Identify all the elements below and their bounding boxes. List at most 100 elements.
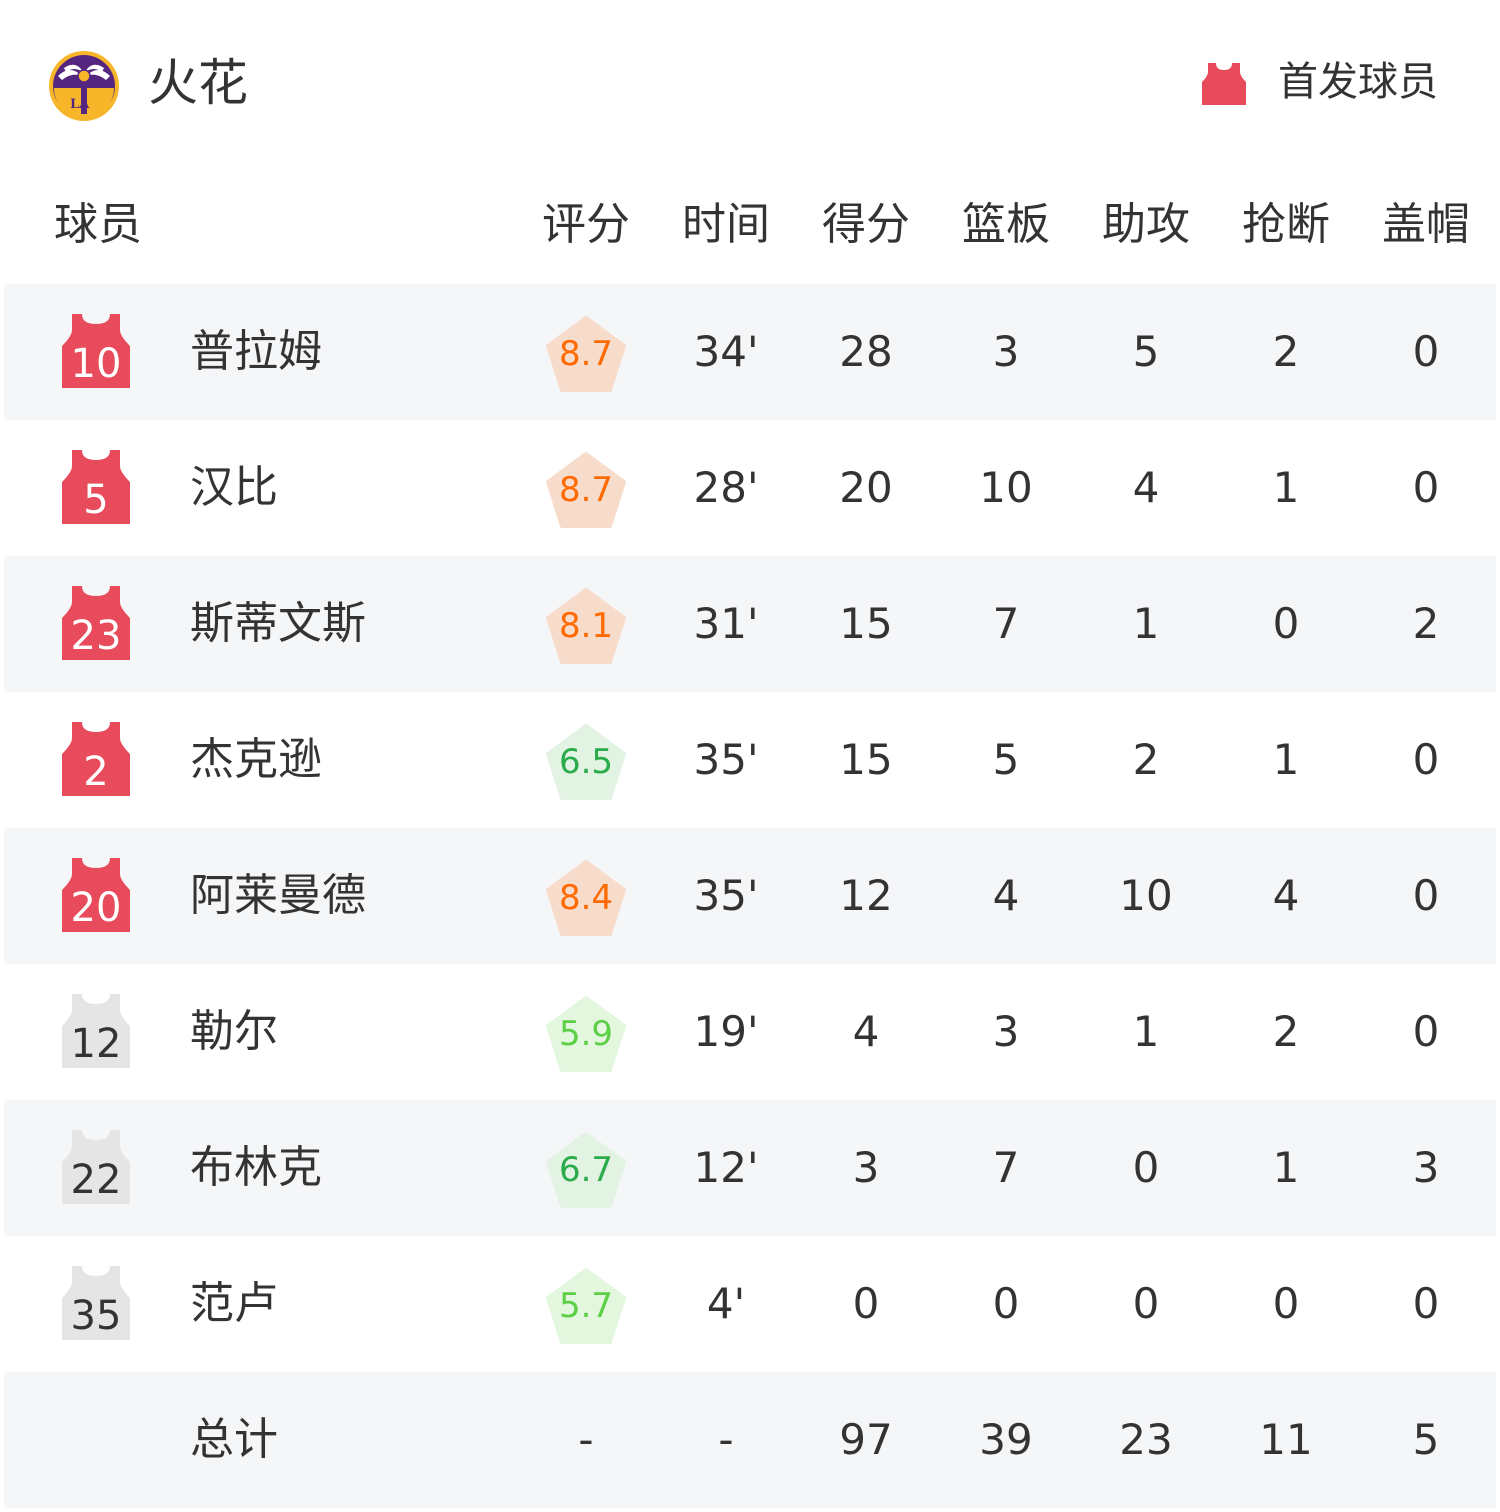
stat-blocks: 0 — [1412, 1007, 1440, 1056]
jersey-number: 35 — [70, 1293, 122, 1339]
jersey-icon — [1202, 63, 1246, 105]
stat-points: 4 — [852, 1007, 880, 1056]
player-name[interactable]: 斯蒂文斯 — [190, 598, 366, 649]
stat-rebounds: 7 — [992, 1143, 1020, 1192]
player-row[interactable]: 22 布林克 6.7 12' 3 7 0 1 3 — [4, 1100, 1496, 1236]
stat-rebounds: 3 — [992, 327, 1020, 376]
stat-minutes: 31' — [693, 599, 759, 648]
player-name[interactable]: 范卢 — [190, 1278, 278, 1329]
player-row[interactable]: 2 杰克逊 6.5 35' 15 5 2 1 0 — [4, 692, 1496, 828]
stat-steals: 4 — [1272, 871, 1300, 920]
rating-badge: 5.7 — [546, 1268, 626, 1344]
stat-blocks: 2 — [1412, 599, 1440, 648]
stat-rebounds: 10 — [979, 463, 1033, 512]
stat-assists: 4 — [1132, 463, 1160, 512]
stat-assists: 1 — [1132, 1007, 1160, 1056]
player-row[interactable]: 35 范卢 5.7 4' 0 0 0 0 0 — [4, 1236, 1496, 1372]
jersey-number: 5 — [83, 477, 109, 523]
jersey-number-icon: 22 — [62, 1130, 130, 1204]
stat-minutes: 35' — [693, 871, 759, 920]
jersey-number: 20 — [70, 885, 122, 931]
jersey-number: 23 — [70, 613, 122, 659]
stat-minutes: 4' — [706, 1279, 746, 1328]
total-minutes: - — [718, 1415, 734, 1464]
player-name[interactable]: 杰克逊 — [190, 734, 322, 785]
stat-blocks: 0 — [1412, 871, 1440, 920]
rating-value: 8.7 — [558, 470, 614, 510]
jersey-number-icon: 10 — [62, 314, 130, 388]
player-name[interactable]: 布林克 — [190, 1142, 322, 1193]
stat-blocks: 3 — [1412, 1143, 1440, 1192]
stat-minutes: 34' — [693, 327, 759, 376]
column-header-minutes: 时间 — [682, 199, 770, 250]
rating-value: 8.7 — [558, 334, 614, 374]
total-blocks: 5 — [1412, 1415, 1440, 1464]
total-rebounds: 39 — [979, 1415, 1033, 1464]
player-row[interactable]: 10 普拉姆 8.7 34' 28 3 5 2 0 — [4, 284, 1496, 420]
column-header-rebounds: 篮板 — [962, 199, 1050, 250]
jersey-number: 12 — [70, 1021, 122, 1067]
player-name[interactable]: 汉比 — [190, 462, 278, 513]
stat-assists: 0 — [1132, 1143, 1160, 1192]
stat-steals: 1 — [1272, 463, 1300, 512]
rating-badge: 6.5 — [546, 724, 626, 800]
stat-steals: 1 — [1272, 1143, 1300, 1192]
stat-steals: 0 — [1272, 599, 1300, 648]
column-header-points: 得分 — [822, 199, 910, 250]
stat-steals: 1 — [1272, 735, 1300, 784]
rating-value: 8.1 — [558, 606, 614, 646]
player-name[interactable]: 勒尔 — [190, 1006, 278, 1057]
stat-minutes: 28' — [693, 463, 759, 512]
team-header: LA 火花 首发球员 — [0, 0, 1500, 165]
jersey-number-icon: 23 — [62, 586, 130, 660]
rating-value: 5.7 — [558, 1286, 614, 1326]
stat-rebounds: 4 — [992, 871, 1020, 920]
stat-points: 3 — [852, 1143, 880, 1192]
stat-points: 12 — [839, 871, 893, 920]
player-name[interactable]: 阿莱曼德 — [190, 870, 366, 921]
table-header: 球员 评分 时间 得分 篮板 助攻 抢断 盖帽 — [0, 190, 1500, 260]
rating-badge: 5.9 — [546, 996, 626, 1072]
stat-steals: 0 — [1272, 1279, 1300, 1328]
totals-row: 总计 - - 97 39 23 11 5 — [4, 1372, 1496, 1508]
total-steals: 11 — [1259, 1415, 1313, 1464]
rating-badge: 8.1 — [546, 588, 626, 664]
stat-blocks: 0 — [1412, 1279, 1440, 1328]
jersey-number: 22 — [70, 1157, 122, 1203]
stat-points: 15 — [839, 735, 893, 784]
column-header-steals: 抢断 — [1242, 199, 1330, 250]
stat-blocks: 0 — [1412, 327, 1440, 376]
stat-minutes: 35' — [693, 735, 759, 784]
column-header-assists: 助攻 — [1102, 199, 1190, 250]
player-row[interactable]: 5 汉比 8.7 28' 20 10 4 1 0 — [4, 420, 1496, 556]
stat-points: 0 — [852, 1279, 880, 1328]
column-header-rating: 评分 — [542, 199, 630, 250]
rating-value: 6.5 — [558, 742, 614, 782]
jersey-number-icon: 2 — [62, 722, 130, 796]
stat-minutes: 12' — [693, 1143, 759, 1192]
stat-assists: 1 — [1132, 599, 1160, 648]
player-row[interactable]: 12 勒尔 5.9 19' 4 3 1 2 0 — [4, 964, 1496, 1100]
jersey-number-icon: 12 — [62, 994, 130, 1068]
player-row[interactable]: 23 斯蒂文斯 8.1 31' 15 7 1 0 2 — [4, 556, 1496, 692]
player-name[interactable]: 普拉姆 — [190, 326, 322, 377]
svg-text:LA: LA — [70, 97, 90, 112]
rating-value: 8.4 — [558, 878, 614, 918]
jersey-number: 2 — [83, 749, 109, 795]
total-assists: 23 — [1119, 1415, 1173, 1464]
stat-steals: 2 — [1272, 1007, 1300, 1056]
stat-minutes: 19' — [693, 1007, 759, 1056]
stat-blocks: 0 — [1412, 735, 1440, 784]
stat-rebounds: 0 — [992, 1279, 1020, 1328]
stat-assists: 2 — [1132, 735, 1160, 784]
rating-value: 5.9 — [558, 1014, 614, 1054]
column-header-blocks: 盖帽 — [1382, 199, 1470, 250]
stat-blocks: 0 — [1412, 463, 1440, 512]
rating-badge: 6.7 — [546, 1132, 626, 1208]
stat-rebounds: 7 — [992, 599, 1020, 648]
rating-badge: 8.7 — [546, 316, 626, 392]
starter-legend-label: 首发球员 — [1278, 59, 1438, 105]
stat-points: 15 — [839, 599, 893, 648]
player-row[interactable]: 20 阿莱曼德 8.4 35' 12 4 10 4 0 — [4, 828, 1496, 964]
jersey-number-icon: 20 — [62, 858, 130, 932]
